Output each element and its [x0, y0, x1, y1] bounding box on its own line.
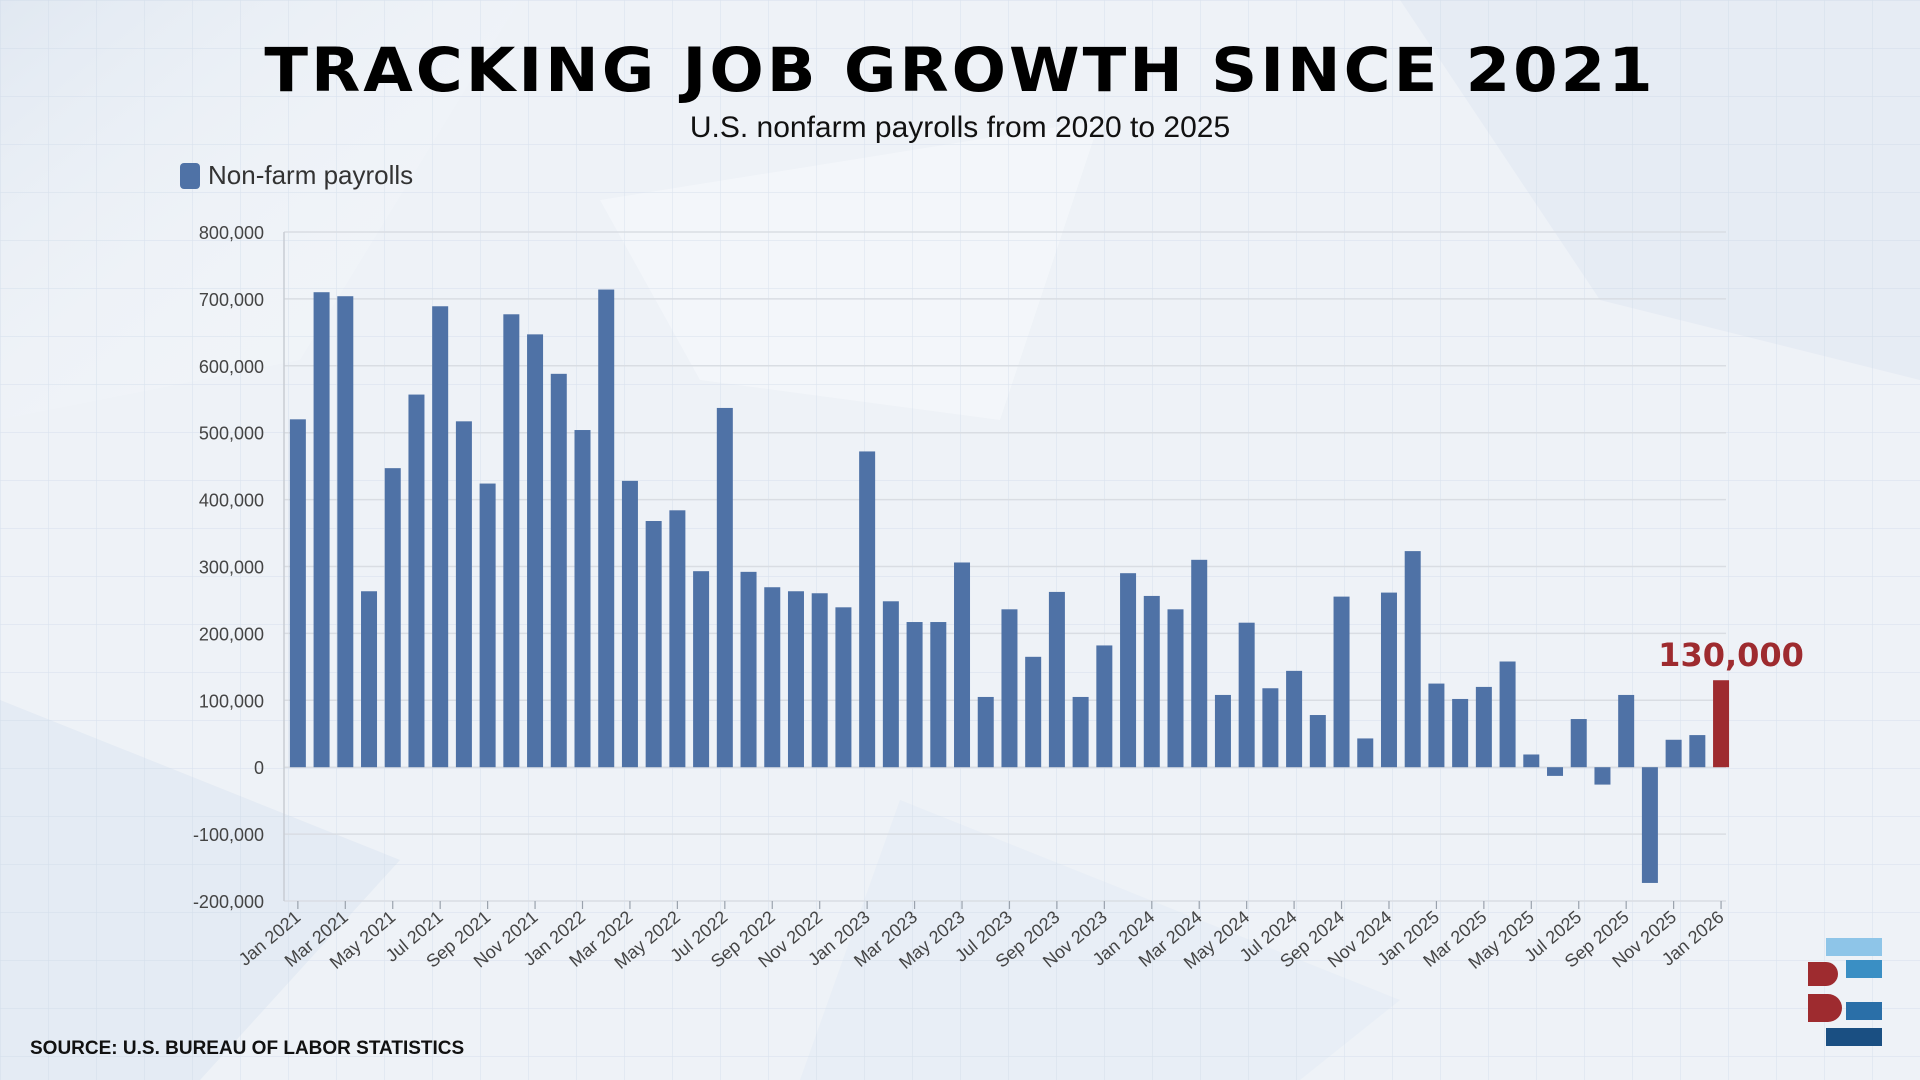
chart-title: TRACKING JOB GROWTH SINCE 2021	[264, 35, 1656, 107]
bar	[1547, 767, 1564, 776]
bar	[1309, 715, 1326, 768]
bar	[1191, 559, 1208, 768]
bar	[764, 587, 781, 768]
y-tick-label: 300,000	[199, 558, 264, 578]
bar	[1475, 686, 1492, 768]
bar	[1428, 683, 1445, 768]
y-tick-label: 0	[254, 758, 264, 778]
bar	[503, 314, 520, 768]
bar	[906, 622, 923, 768]
bar	[1357, 738, 1374, 768]
bar	[1238, 622, 1255, 768]
bar	[1594, 767, 1611, 785]
bar	[1570, 719, 1587, 768]
y-tick-label: -100,000	[193, 825, 264, 845]
legend-label: Non-farm payrolls	[208, 160, 414, 190]
bar	[1452, 698, 1469, 768]
bar	[977, 696, 994, 768]
bar	[574, 430, 591, 768]
bar	[1380, 592, 1397, 768]
brand-logo	[1808, 938, 1882, 1046]
y-tick-label: 500,000	[199, 424, 264, 444]
bar	[1404, 551, 1421, 768]
legend: Non-farm payrolls	[180, 160, 413, 191]
bar	[1025, 656, 1042, 768]
bar	[740, 571, 757, 768]
bar	[882, 601, 899, 768]
chart-subtitle: U.S. nonfarm payrolls from 2020 to 2025	[689, 111, 1231, 144]
bar	[693, 571, 710, 768]
bar	[669, 510, 686, 768]
bar	[384, 468, 401, 768]
highlight-value-label: 130,000	[1658, 636, 1804, 674]
bar	[621, 480, 638, 768]
bar	[408, 394, 425, 768]
bar	[716, 407, 733, 768]
bar	[1286, 670, 1303, 768]
bar	[337, 296, 354, 768]
y-tick-label: -200,000	[193, 892, 264, 912]
bar	[1143, 595, 1160, 768]
bar	[1689, 735, 1706, 768]
y-tick-label: 700,000	[199, 290, 264, 310]
bar	[432, 306, 449, 768]
bar	[1001, 609, 1018, 768]
bar	[930, 622, 947, 768]
bar	[1120, 573, 1137, 768]
bar	[1641, 767, 1658, 883]
bar	[1072, 696, 1089, 768]
bar	[835, 607, 852, 768]
bar	[1096, 645, 1113, 768]
bar	[954, 562, 971, 768]
bar	[787, 591, 804, 768]
bar	[859, 451, 876, 768]
highlight-bar	[1713, 680, 1730, 768]
y-tick-label: 400,000	[199, 491, 264, 511]
source-note: SOURCE: U.S. BUREAU OF LABOR STATISTICS	[30, 1038, 465, 1059]
bar	[1665, 739, 1682, 768]
bar	[645, 521, 662, 768]
bar	[455, 421, 472, 768]
bar	[1262, 688, 1279, 768]
bar	[1333, 596, 1350, 768]
bar	[313, 292, 330, 768]
y-tick-label: 200,000	[199, 624, 264, 644]
y-tick-label: 100,000	[199, 691, 264, 711]
y-tick-label: 600,000	[199, 357, 264, 377]
bar	[1523, 754, 1540, 768]
bar	[1618, 694, 1635, 768]
bar	[811, 593, 828, 768]
legend-swatch	[180, 162, 200, 189]
bar	[527, 334, 544, 768]
bar	[1214, 694, 1231, 768]
bar	[361, 591, 378, 768]
bar	[598, 289, 615, 768]
y-tick-label: 800,000	[199, 223, 264, 243]
bar	[1499, 661, 1516, 768]
bar	[1048, 591, 1065, 768]
bar	[289, 419, 306, 768]
bar	[550, 373, 567, 768]
bar	[479, 483, 496, 768]
bar	[1167, 609, 1184, 768]
